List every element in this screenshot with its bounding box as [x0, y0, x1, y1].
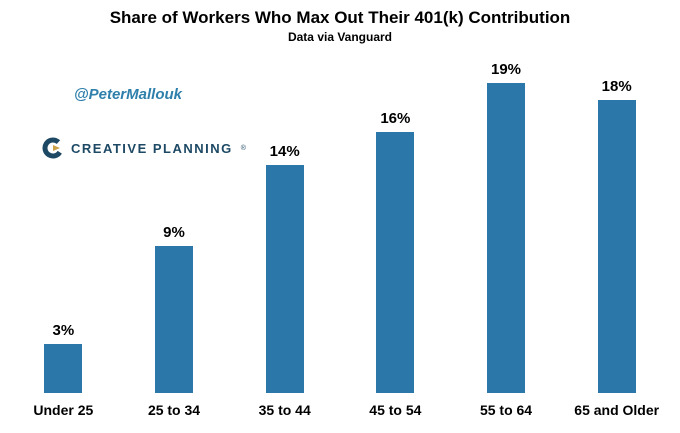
creative-planning-logo: CREATIVE PLANNING ®: [42, 137, 246, 159]
bar-value-label: 18%: [601, 78, 632, 95]
x-axis-label: 45 to 54: [369, 402, 422, 418]
bar: [376, 132, 415, 393]
bar-plot-area: 3% Under 25 9% 25 to 34 14% 35 to 44 16% 45 to …: [8, 56, 672, 427]
bar: [44, 344, 83, 393]
bar-column: 18% 65 and Older: [561, 56, 672, 427]
creative-planning-logo-icon: [42, 137, 64, 159]
registered-trademark-symbol: ®: [240, 144, 246, 152]
x-axis-label: Under 25: [33, 402, 94, 418]
bar: [155, 246, 193, 393]
x-axis-label: 65 and Older: [574, 402, 660, 418]
twitter-handle-watermark: @PeterMallouk: [74, 86, 182, 103]
bar: [487, 83, 526, 393]
bar-value-label: 9%: [163, 224, 185, 241]
bar-value-label: 16%: [380, 110, 411, 127]
bar-column: 3% Under 25: [8, 56, 119, 427]
bar-column: 16% 45 to 54: [340, 56, 451, 427]
bar: [597, 100, 636, 393]
bar-column: 9% 25 to 34: [119, 56, 230, 427]
x-axis-label: 25 to 34: [147, 402, 201, 418]
bar: [265, 165, 304, 393]
bar-value-label: 3%: [52, 322, 75, 339]
bar-column: 14% 35 to 44: [229, 56, 340, 427]
bar-column: 19% 55 to 64: [451, 56, 562, 427]
bar-value-label: 14%: [269, 143, 300, 160]
x-axis-label: 55 to 64: [479, 402, 533, 418]
chart-subtitle: Data via Vanguard: [287, 30, 393, 45]
chart-title: Share of Workers Who Max Out Their 401(k…: [109, 8, 571, 27]
bar-value-label: 19%: [491, 61, 522, 78]
x-axis-label: 35 to 44: [258, 402, 311, 418]
creative-planning-logo-text: CREATIVE PLANNING: [71, 140, 233, 156]
